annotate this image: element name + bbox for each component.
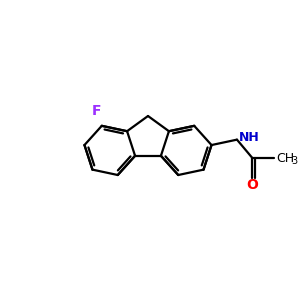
Text: CH: CH — [276, 152, 295, 164]
Text: O: O — [246, 178, 258, 192]
Text: 3: 3 — [291, 156, 298, 166]
Text: F: F — [92, 103, 102, 118]
Text: NH: NH — [239, 131, 260, 144]
